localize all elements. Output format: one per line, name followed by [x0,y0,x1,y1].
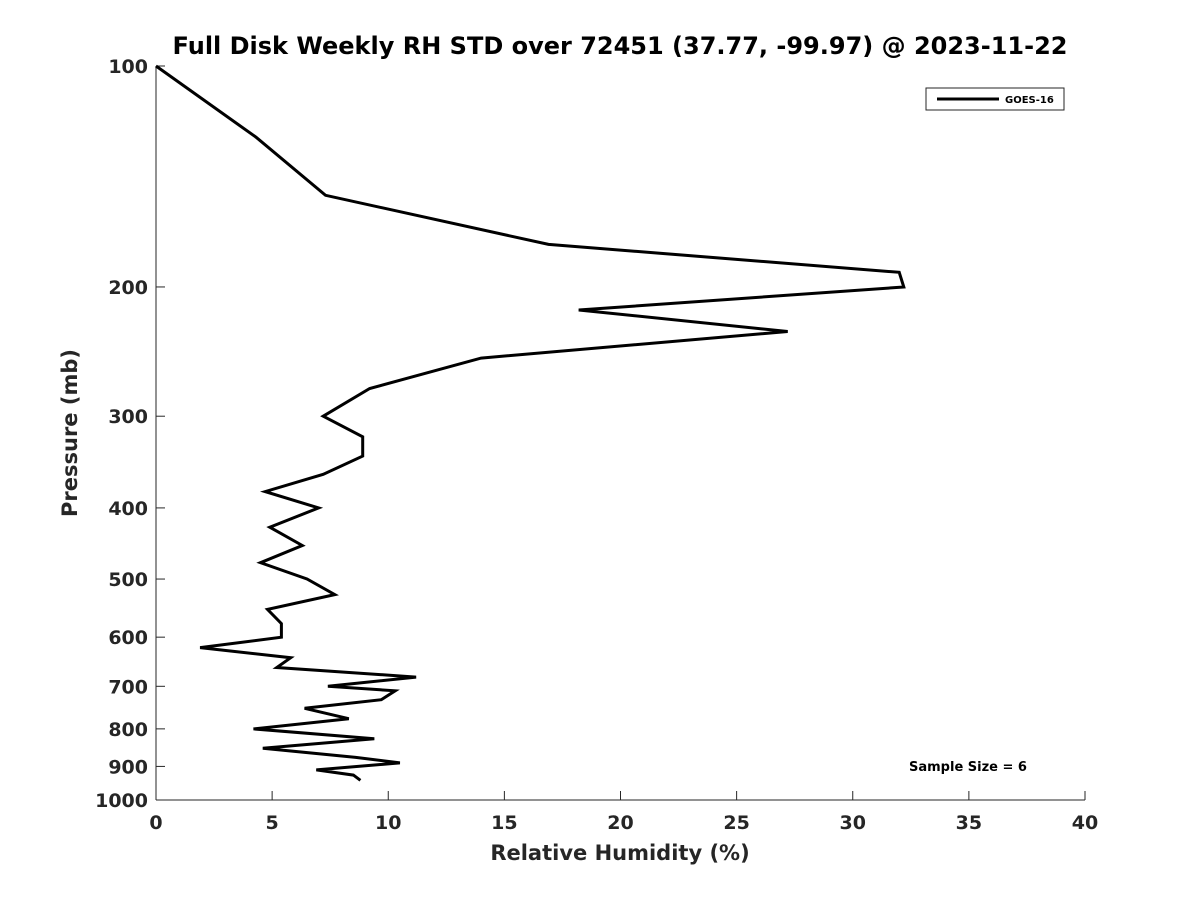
sample-size-annotation: Sample Size = 6 [909,760,1027,775]
y-tick-label: 500 [108,569,148,591]
y-tick-label: 800 [108,719,148,741]
legend: GOES-16 [925,87,1065,111]
y-axis-label: Pressure (mb) [58,349,82,517]
y-tick-label: 100 [108,56,148,78]
x-tick-label: 35 [956,812,982,834]
x-tick-label: 5 [266,812,279,834]
y-tick-label: 600 [108,627,148,649]
x-tick-label: 20 [607,812,633,834]
y-tick-label: 1000 [95,790,148,812]
x-axis-ticks: 0 5 10 15 20 25 30 35 40 [149,791,1098,834]
x-axis-label: Relative Humidity (%) [490,841,749,865]
x-tick-label: 30 [840,812,866,834]
y-tick-label: 400 [108,498,148,520]
y-tick-label: 700 [108,676,148,698]
y-tick-label: 300 [108,406,148,428]
y-tick-label: 200 [108,277,148,299]
y-tick-label: 900 [108,756,148,778]
x-tick-label: 40 [1072,812,1098,834]
x-tick-label: 15 [491,812,517,834]
x-tick-label: 25 [723,812,749,834]
x-tick-label: 0 [149,812,162,834]
series-line-goes-16 [155,64,906,782]
y-axis-ticks: 100 200 300 400 500 600 700 800 900 1000 [95,56,165,812]
series-layer [155,64,906,782]
x-tick-label: 10 [375,812,401,834]
legend-entry-goes-16: GOES-16 [1005,95,1054,106]
chart-title: Full Disk Weekly RH STD over 72451 (37.7… [173,32,1068,60]
